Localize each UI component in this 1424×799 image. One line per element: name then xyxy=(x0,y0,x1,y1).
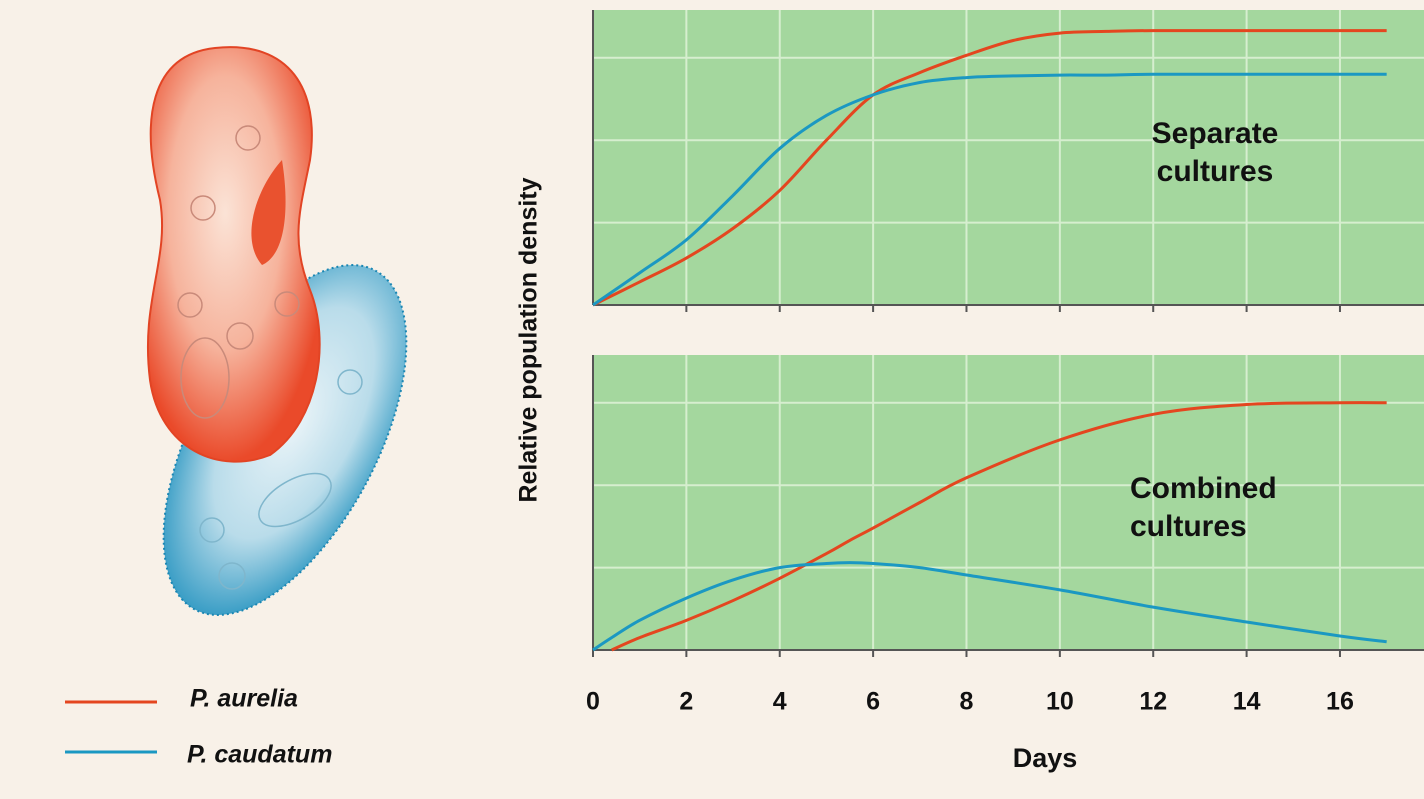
oral-groove xyxy=(251,160,286,265)
legend-label: P. caudatum xyxy=(187,741,332,769)
x-tick-label: 14 xyxy=(1233,688,1261,716)
organelles-blue xyxy=(199,369,363,590)
line-series xyxy=(592,29,1387,307)
annotation: Combined xyxy=(1130,472,1277,505)
annotation: cultures xyxy=(1157,155,1274,188)
x-tick-label: 4 xyxy=(773,688,787,716)
annotation: cultures xyxy=(1130,510,1247,543)
x-tick-label: 10 xyxy=(1046,688,1074,716)
x-tick-label: 8 xyxy=(960,688,974,716)
legend-label: P. aurelia xyxy=(190,685,298,713)
annotation: Separate xyxy=(1152,117,1279,150)
line-series xyxy=(592,72,1387,307)
x-tick-label: 2 xyxy=(679,688,693,716)
y-axis-label: Relative population density xyxy=(515,177,543,502)
x-tick-label: 6 xyxy=(866,688,880,716)
organelles xyxy=(177,125,300,419)
legend: P. aurelia P. caudatum xyxy=(65,685,332,769)
x-tick-label: 16 xyxy=(1326,688,1354,716)
line-series xyxy=(611,401,1387,652)
plots: Separate cultures 0 2 4 6 8 10 12 14 16 Combined cul… xyxy=(586,10,1424,773)
x-tick-label: 12 xyxy=(1139,688,1167,716)
x-tick-label: 0 xyxy=(586,688,600,716)
line-series xyxy=(592,561,1387,652)
paramecium-illustration xyxy=(146,46,408,616)
x-axis-label: Days xyxy=(1013,743,1078,773)
plot-background xyxy=(593,10,1424,305)
paramecium-aurelia xyxy=(146,46,321,463)
